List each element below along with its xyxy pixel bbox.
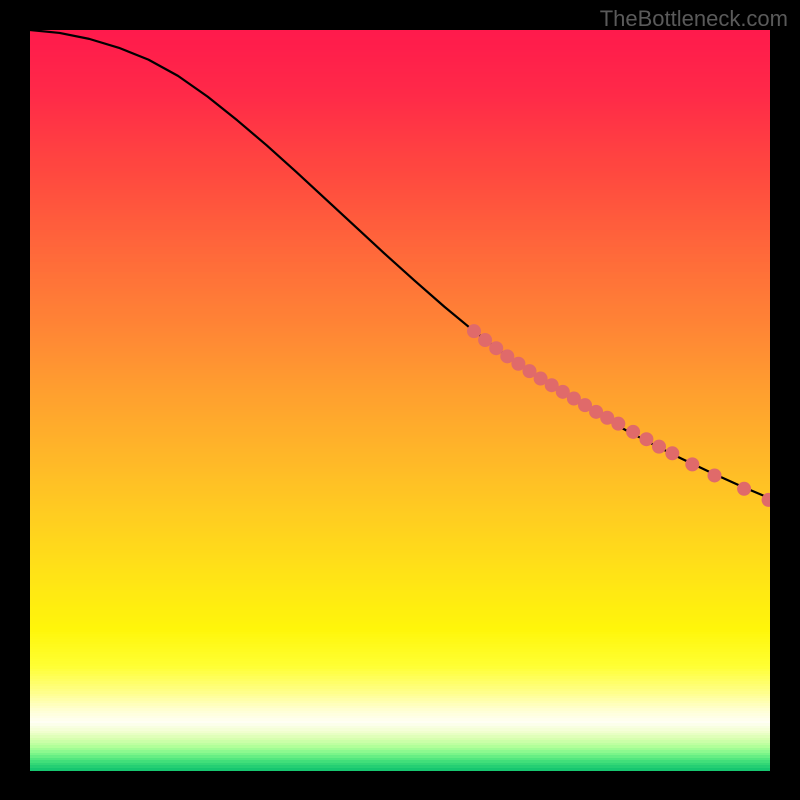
data-marker — [611, 417, 625, 431]
data-marker — [665, 446, 679, 460]
data-marker — [467, 324, 481, 338]
data-marker — [737, 482, 751, 496]
watermark-text: TheBottleneck.com — [600, 6, 788, 32]
data-marker — [652, 440, 666, 454]
chart-plot-area — [30, 30, 770, 770]
data-marker — [685, 457, 699, 471]
data-marker — [626, 425, 640, 439]
bottleneck-curve — [30, 30, 770, 498]
chart-overlay-svg — [30, 30, 770, 770]
data-marker — [708, 468, 722, 482]
data-marker — [639, 432, 653, 446]
